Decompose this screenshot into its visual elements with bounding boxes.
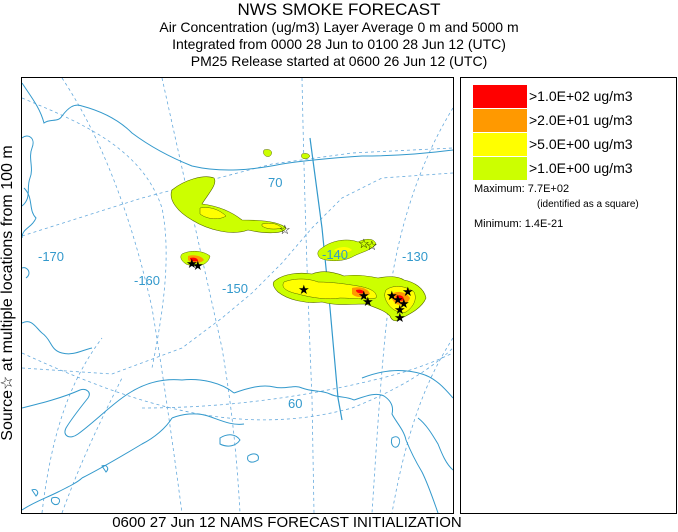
legend-label: >1.0E+00 ug/m3 [529,160,633,176]
source-height-label: Source☆ at multiple locations from 100 m [0,145,16,441]
lon-140-label: -140 [322,247,348,262]
legend-row: >1.0E+00 ug/m3 [473,157,673,181]
svg-text:★: ★ [298,282,310,297]
boundary-line [309,137,343,421]
maximum-note: (identified as a square) [537,199,639,210]
legend-label: >5.0E+00 ug/m3 [529,136,633,152]
svg-text:★: ★ [192,258,204,273]
legend-panel: >1.0E+02 ug/m3 >2.0E+01 ug/m3 >5.0E+00 u… [460,77,677,514]
svg-text:☆: ☆ [358,236,370,251]
lon-170-label: -170 [38,249,64,264]
lon-130-label: -130 [402,249,428,264]
forecast-title: NWS SMOKE FORECAST [237,0,441,19]
legend-swatch-yellow [473,133,527,156]
svg-text:☆: ☆ [279,222,291,237]
graticule-labels: -170 -160 -150 -140 -130 70 60 [38,175,428,411]
lon-160-label: -160 [134,273,160,288]
legend-label: >2.0E+01 ug/m3 [529,112,633,128]
svg-text:★: ★ [398,296,410,311]
lat-70-label: 70 [268,175,282,190]
legend-swatch-lime [473,157,527,180]
svg-text:☆: ☆ [366,238,378,253]
legend-row: >5.0E+00 ug/m3 [473,133,673,157]
svg-text:★: ★ [186,256,198,271]
source-markers: ☆ ★ ★ ★ ★ ★ ☆ ☆ ★ ★ ★ ★ ★ ★ [186,222,414,325]
lat-60-label: 60 [288,396,302,411]
svg-text:★: ★ [394,302,406,317]
legend-swatch-red [473,85,527,108]
forecast-initialization: 0600 27 Jun 12 NAMS FORECAST INITIALIZAT… [112,514,462,531]
smoke-map: ☆ ★ ★ ★ ★ ★ ☆ ☆ ★ ★ ★ ★ ★ ★ -170 -160 -1… [21,77,454,514]
maximum-value: Maximum: 7.7E+02 [474,183,570,195]
svg-text:★: ★ [394,310,406,325]
legend-row: >2.0E+01 ug/m3 [473,109,673,133]
smoke-plumes [170,149,427,322]
coastline [22,82,453,513]
legend-swatch-orange [473,109,527,132]
concentration-subtitle: Air Concentration (ug/m3) Layer Average … [159,19,519,35]
svg-text:★: ★ [392,292,404,307]
svg-text:★: ★ [386,288,398,303]
svg-text:★: ★ [362,294,374,309]
svg-text:★: ★ [402,284,414,299]
minimum-value: Minimum: 1.4E-21 [474,218,564,230]
legend-row: >1.0E+02 ug/m3 [473,85,673,109]
integration-period: Integrated from 0000 28 Jun to 0100 28 J… [172,36,506,52]
lon-150-label: -150 [222,281,248,296]
map-svg: ☆ ★ ★ ★ ★ ★ ☆ ☆ ★ ★ ★ ★ ★ ★ -170 -160 -1… [22,78,453,513]
legend-label: >1.0E+02 ug/m3 [529,88,633,104]
release-start: PM25 Release started at 0600 26 Jun 12 (… [190,53,488,69]
svg-text:★: ★ [358,288,370,303]
